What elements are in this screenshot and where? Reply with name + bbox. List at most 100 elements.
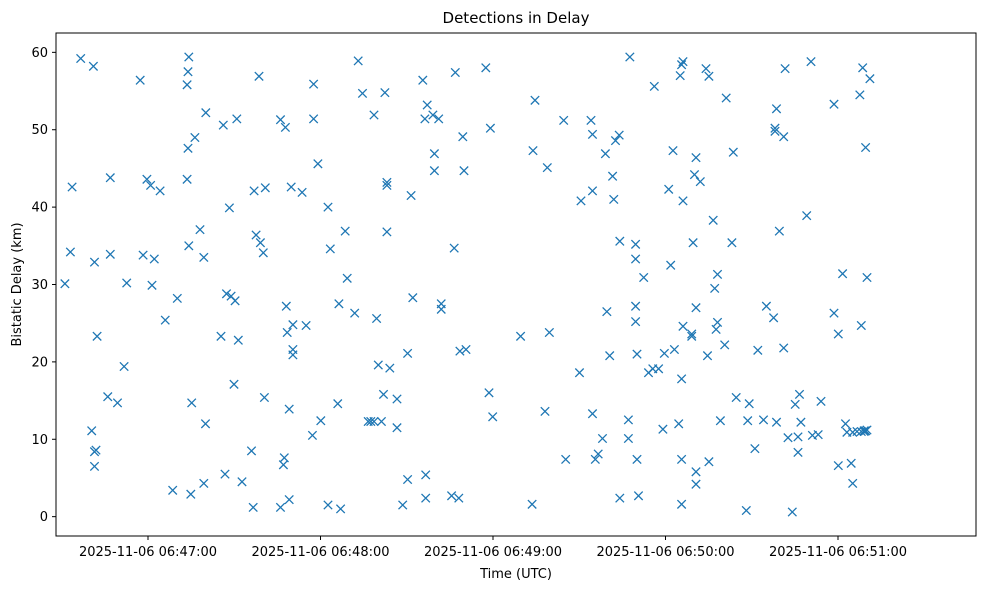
data-point xyxy=(630,316,641,327)
data-point xyxy=(774,226,785,236)
data-point xyxy=(87,426,97,436)
data-point xyxy=(142,174,152,184)
data-point xyxy=(715,416,726,426)
data-point xyxy=(802,210,812,221)
y-tick-label: 60 xyxy=(31,46,48,61)
data-point xyxy=(561,454,571,465)
data-point xyxy=(60,279,70,289)
data-point xyxy=(378,389,389,400)
data-point xyxy=(65,247,76,257)
data-point xyxy=(630,301,641,311)
data-point xyxy=(67,182,77,192)
data-point xyxy=(587,186,598,196)
data-point xyxy=(373,360,383,370)
data-point xyxy=(593,449,603,459)
data-point xyxy=(249,186,259,196)
data-point xyxy=(237,477,247,487)
data-point xyxy=(76,53,86,64)
data-point xyxy=(92,331,102,341)
data-point xyxy=(659,348,670,359)
data-point xyxy=(382,180,392,191)
data-point xyxy=(402,348,413,359)
data-point xyxy=(664,184,674,194)
data-point xyxy=(218,120,228,130)
data-point xyxy=(712,317,723,328)
data-point xyxy=(678,56,688,67)
data-point xyxy=(88,61,99,71)
data-point xyxy=(376,416,387,427)
data-point xyxy=(275,115,286,125)
data-point xyxy=(258,248,268,258)
data-point xyxy=(446,491,457,501)
data-point xyxy=(461,344,471,355)
data-point xyxy=(727,238,737,248)
data-point xyxy=(761,301,772,311)
data-point xyxy=(105,173,115,183)
data-point xyxy=(816,396,826,407)
data-point xyxy=(334,299,344,309)
data-point xyxy=(691,152,701,163)
data-point xyxy=(255,238,266,248)
data-point xyxy=(232,114,242,124)
data-point xyxy=(676,374,687,384)
data-point xyxy=(284,404,294,414)
data-point xyxy=(429,149,440,159)
data-point xyxy=(421,493,431,503)
data-point xyxy=(402,474,413,485)
data-point xyxy=(544,327,555,338)
data-point xyxy=(770,123,780,133)
data-point xyxy=(678,196,688,206)
data-point xyxy=(308,114,319,124)
data-point xyxy=(195,224,205,235)
data-point xyxy=(793,447,803,458)
data-point xyxy=(833,460,843,471)
data-point xyxy=(625,52,635,62)
data-point xyxy=(744,399,754,409)
data-point xyxy=(630,254,641,264)
data-point xyxy=(856,320,866,331)
data-point xyxy=(380,87,390,98)
data-point xyxy=(455,346,465,356)
data-point xyxy=(307,430,318,441)
y-tick-label: 50 xyxy=(31,123,48,138)
data-point xyxy=(182,80,192,90)
y-axis-label: Bistatic Delay (km) xyxy=(10,222,25,346)
data-point xyxy=(676,60,687,70)
data-point xyxy=(382,177,392,188)
data-point xyxy=(366,416,376,427)
chart-title: Detections in Delay xyxy=(443,9,590,27)
data-point xyxy=(750,443,760,454)
data-point xyxy=(602,306,612,317)
data-point xyxy=(160,315,170,325)
data-point xyxy=(335,504,346,514)
data-point xyxy=(576,196,586,206)
data-point xyxy=(721,93,731,103)
data-point xyxy=(708,215,718,225)
data-point xyxy=(610,135,621,146)
data-point xyxy=(89,257,100,267)
data-point xyxy=(688,238,698,248)
data-point xyxy=(488,412,498,422)
data-point xyxy=(484,388,494,398)
data-point xyxy=(246,446,257,456)
data-point xyxy=(112,398,123,408)
data-point xyxy=(587,129,598,140)
data-point xyxy=(586,115,596,126)
data-point xyxy=(280,122,291,133)
data-point xyxy=(91,445,101,455)
data-point xyxy=(201,108,211,118)
data-point xyxy=(829,99,839,109)
data-point xyxy=(422,100,432,110)
data-point xyxy=(485,123,496,133)
data-point xyxy=(186,489,196,499)
data-point xyxy=(658,424,668,434)
data-point xyxy=(771,417,782,427)
data-point xyxy=(704,457,714,467)
data-point xyxy=(768,313,779,323)
data-point xyxy=(369,416,379,427)
x-axis-label: Time (UTC) xyxy=(479,567,552,582)
data-point xyxy=(600,149,611,159)
data-point xyxy=(428,110,438,120)
x-tick-label: 2025-11-06 06:50:00 xyxy=(596,545,734,560)
y-tick-label: 30 xyxy=(31,278,48,293)
